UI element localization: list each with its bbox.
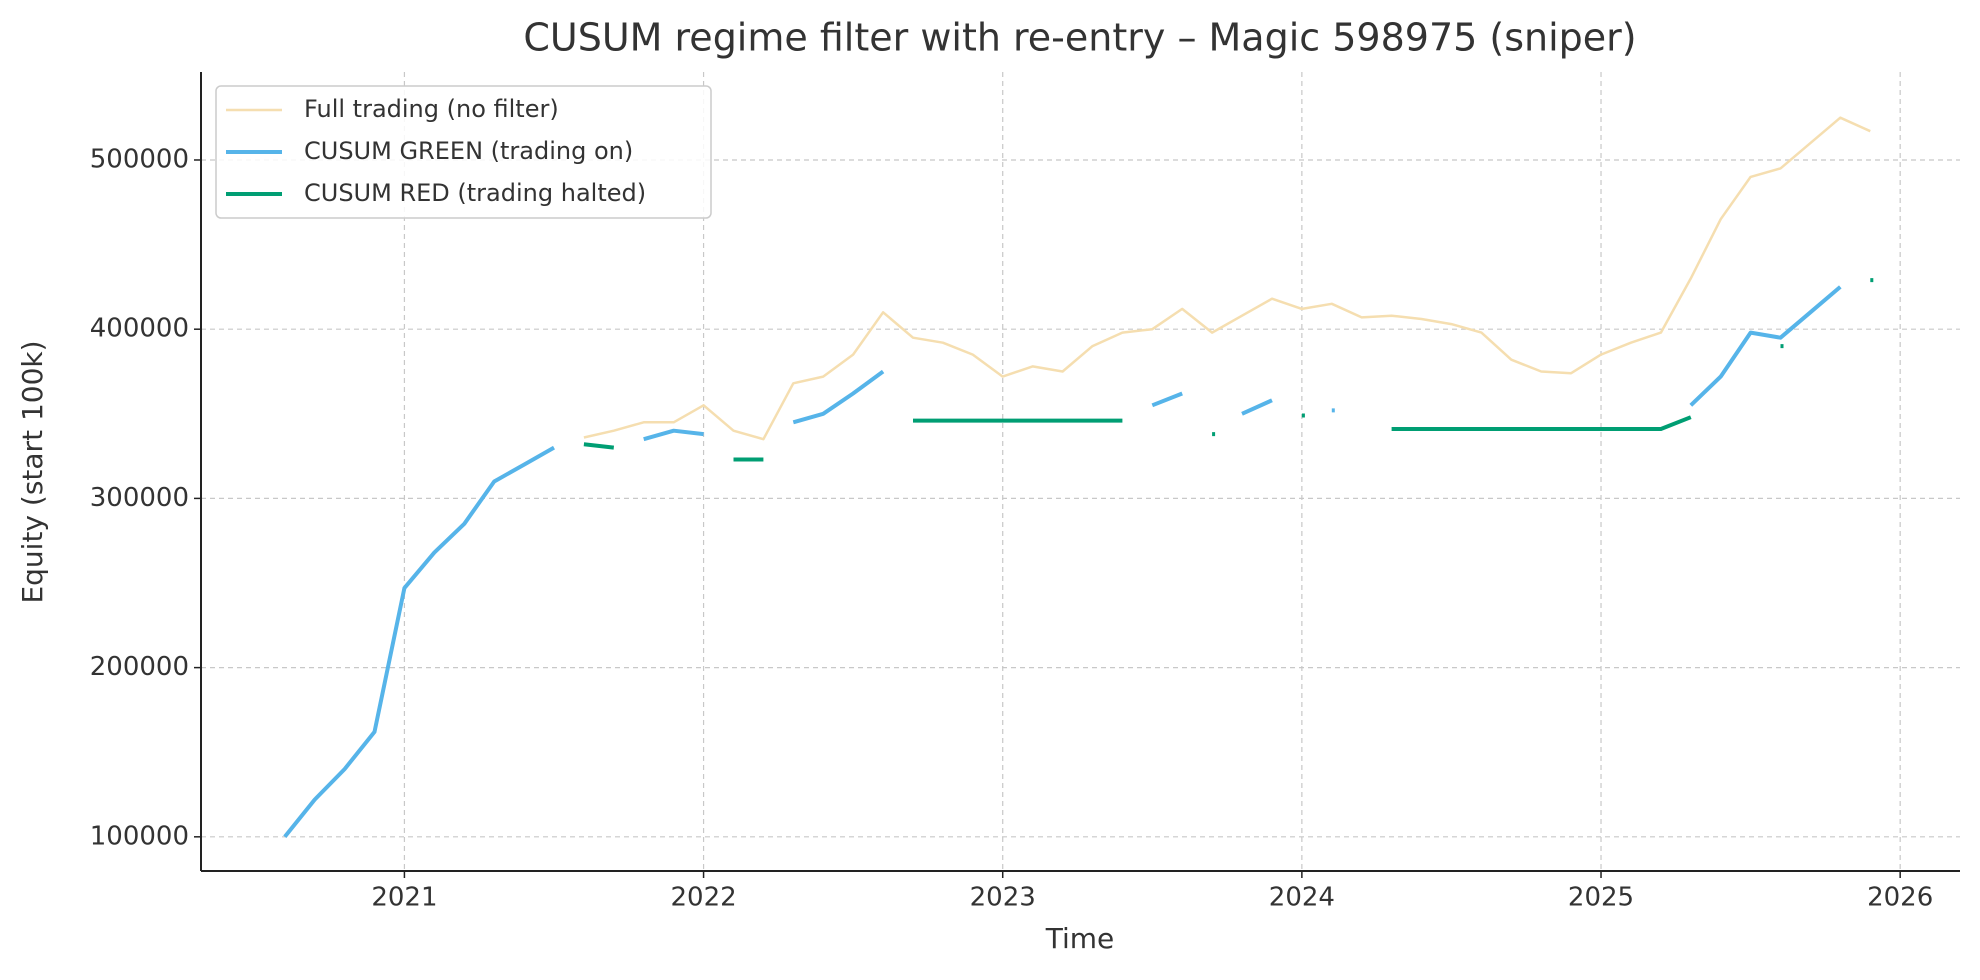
x-tick-label: 2025 [1568,883,1634,913]
legend-label: CUSUM GREEN (trading on) [304,137,633,165]
series-line [583,116,1871,441]
legend-label: CUSUM RED (trading halted) [304,179,646,207]
y-tick-label: 200000 [90,652,189,682]
y-tick-label: 300000 [90,483,189,513]
series-line [283,285,1842,839]
x-tick-label: 2026 [1867,883,1933,913]
legend-label: Full trading (no filter) [304,95,559,123]
y-tick-label: 100000 [90,821,189,851]
x-axis-label: Time [1045,922,1115,955]
x-tick-label: 2024 [1269,883,1335,913]
x-tick-label: 2023 [970,883,1036,913]
y-tick-label: 500000 [90,144,189,174]
x-tick-label: 2021 [371,883,437,913]
chart-title: CUSUM regime filter with re-entry – Magi… [523,16,1636,60]
y-axis-label: Equity (start 100k) [16,340,49,603]
y-tick-label: 400000 [90,314,189,344]
x-tick-label: 2022 [670,883,736,913]
legend-box [215,85,712,219]
series-line [583,278,1874,462]
